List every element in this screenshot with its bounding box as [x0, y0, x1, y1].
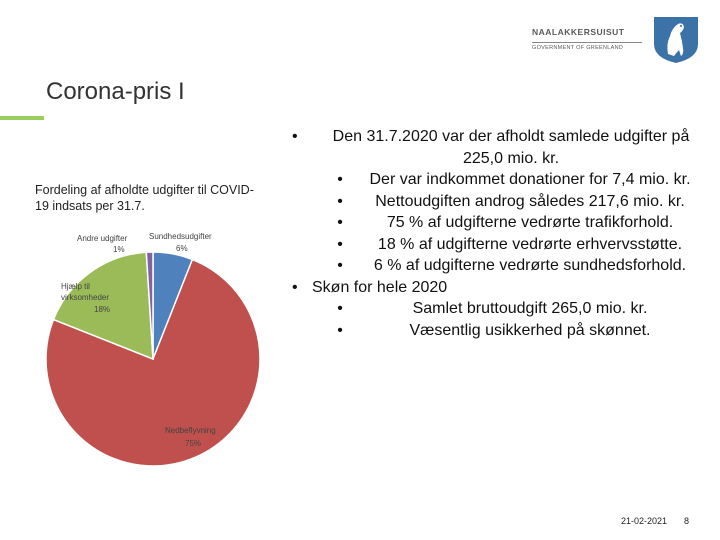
label-nedbeflyvning-pct: 75% [185, 439, 201, 448]
pie-slice-nedbeflyvning [45, 258, 261, 467]
label-hjaelp-pct: 18% [94, 305, 110, 314]
sub-bullet-text: Væsentlig usikkerhed på skønnet. [409, 321, 651, 339]
bullet-item: • Skøn for hele 2020 [290, 277, 710, 299]
title-accent-bar [0, 116, 44, 120]
bullet-marker: • [337, 300, 343, 317]
label-andre-udgifter-pct: 1% [113, 245, 125, 254]
bullet-marker: • [337, 235, 343, 253]
bullet-marker: • [337, 192, 343, 210]
sub-bullet-text: Samlet bruttoudgift 265,0 mio. kr. [412, 300, 648, 317]
footer-date: 21-02-2021 [621, 516, 668, 526]
logo-divider [532, 42, 642, 43]
label-sundhedsudgifter-pct: 6% [176, 244, 188, 253]
polar-bear-seal-icon [654, 17, 698, 63]
page-number: 8 [684, 516, 690, 526]
bullet-marker: • [337, 214, 343, 231]
pie-slice-hjælp-til-virksomheder [52, 251, 154, 361]
sub-bullet-item: • Nettoudgiften androg således 217,6 mio.… [330, 191, 710, 213]
sub-bullet-text: 6 % af udgifterne vedrørte sundhedsforho… [373, 257, 687, 274]
sub-bullet-item: • 6 % af udgifterne vedrørte sundhedsforh… [330, 255, 710, 277]
label-nedbeflyvning: Nedbeflyvning [165, 426, 216, 435]
sub-bullet-item: • 75 % af udgifterne vedrørte trafikforho… [330, 212, 710, 234]
bullet-marker: • [292, 278, 298, 296]
bullet-item: • Den 31.7.2020 var der afholdt samlede … [290, 126, 710, 169]
bullet-text: Skøn for hele 2020 [312, 278, 448, 296]
bullet-text: Den 31.7.2020 var der afholdt samlede ud… [332, 128, 690, 167]
government-logo: NAALAKKERSUISUT GOVERNMENT OF GREENLAND [532, 14, 712, 64]
bullet-marker: • [337, 321, 343, 339]
sub-bullet-text: 18 % af udgifterne vedrørte erhvervsstøt… [377, 235, 683, 253]
sub-bullet-text: 75 % af udgifterne vedrørte trafikforhol… [386, 214, 674, 231]
bullet-marker: • [292, 128, 298, 145]
label-hjaelp-line2: virksomheder [61, 293, 109, 302]
sub-bullet-item: • Der var indkommet donationer for 7,4 mi… [330, 169, 710, 191]
sub-bullet-text: Der var indkommet donationer for 7,4 mio… [369, 171, 691, 188]
label-andre-udgifter: Andre udgifter [77, 234, 128, 243]
slide-title: Corona-pris I [46, 78, 185, 105]
bullet-marker: • [337, 257, 343, 274]
pie-slice-andre-udgifter [145, 251, 154, 360]
sub-bullet-item: • Væsentlig usikkerhed på skønnet. [330, 320, 710, 342]
sub-bullet-text: Nettoudgiften androg således 217,6 mio. … [375, 192, 685, 210]
logo-subtitle: GOVERNMENT OF GREENLAND [532, 45, 624, 51]
pie-chart: Andre udgifter 1% Sundhedsudgifter 6% Hj… [45, 232, 261, 467]
sub-bullet-item: • 18 % af udgifterne vedrørte erhvervsstø… [330, 234, 710, 256]
bullet-marker: • [337, 171, 343, 188]
bullet-list: • Den 31.7.2020 var der afholdt samlede … [290, 126, 710, 341]
label-hjaelp-line1: Hjælp til [61, 282, 90, 291]
chart-title: Fordeling af afholdte udgifter til COVID… [35, 183, 254, 213]
label-sundhedsudgifter: Sundhedsudgifter [149, 232, 212, 241]
logo-name: NAALAKKERSUISUT [532, 27, 625, 37]
sub-bullet-item: • Samlet bruttoudgift 265,0 mio. kr. [330, 298, 710, 320]
